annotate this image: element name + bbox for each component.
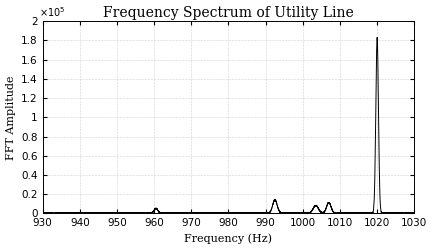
Text: $\times 10^5$: $\times 10^5$ (39, 6, 65, 19)
X-axis label: Frequency (Hz): Frequency (Hz) (184, 234, 272, 244)
Y-axis label: FFT Amplitude: FFT Amplitude (6, 75, 16, 160)
Title: Frequency Spectrum of Utility Line: Frequency Spectrum of Utility Line (103, 6, 354, 20)
